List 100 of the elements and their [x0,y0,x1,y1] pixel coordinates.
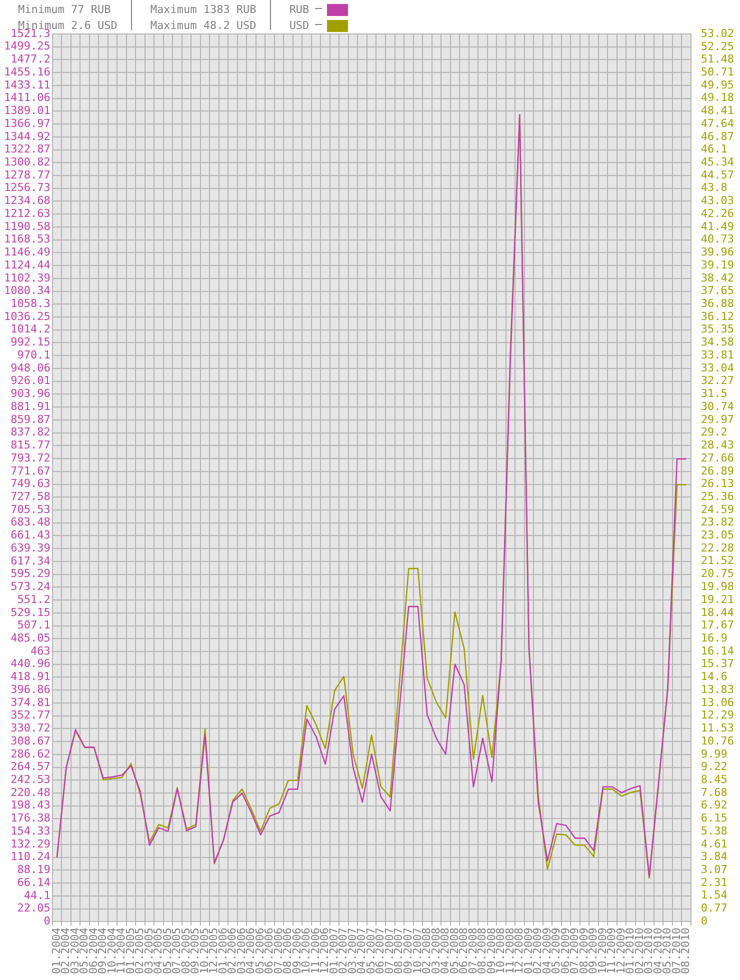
y2-tick-label: 50.71 [700,66,734,79]
y-tick-label: 1058.3 [10,297,50,310]
y-tick-label: 1455.16 [4,65,50,78]
y-tick-label: 859.87 [10,412,50,426]
y2-tick-label: 20.75 [700,567,734,580]
x-tick-label: 09.2007 [402,928,414,974]
y-tick-label: 88.19 [17,863,50,876]
y-tick-label: 463 [30,644,50,658]
y2-tick-label: 12.29 [700,708,734,722]
y2-tick-label: 52.25 [700,40,734,53]
y2-tick-label: 23.82 [700,516,734,529]
y-tick-label: 815.77 [10,438,50,452]
y-tick-label: 1389.01 [4,104,50,118]
y2-tick-label: 5.38 [700,824,728,838]
y2-tick-label: 26.89 [700,464,734,478]
y2-tick-label: 32.27 [700,374,734,388]
y2-tick-label: 31.5 [700,387,728,400]
y2-tick-label: 45.34 [700,155,734,168]
y-tick-label: 661.43 [10,528,50,542]
y2-tick-label: 28.43 [700,438,734,452]
y-tick-label: 617.34 [10,554,51,568]
y-tick-label: 705.53 [10,502,50,516]
y2-tick-label: 33.04 [700,361,734,374]
y-tick-label: 22.05 [17,902,50,915]
y-tick-label: 110.24 [10,850,51,864]
y2-tick-label: 53.02 [700,26,734,40]
y2-tick-label: 46.87 [700,130,734,143]
y2-tick-label: 17.67 [700,618,734,632]
y-tick-label: 749.63 [10,477,50,490]
y-tick-label: 771.67 [10,464,50,478]
y-tick-label: 66.14 [17,876,51,889]
y2-tick-label: 24.59 [700,502,734,516]
y2-tick-label: 49.18 [700,91,734,104]
y2-tick-label: 38.42 [700,271,734,284]
y2-tick-label: 39.19 [700,258,734,272]
y2-tick-label: 7.68 [700,786,728,799]
y-tick-label: 1124.44 [4,258,51,272]
y-tick-label: 0 [44,914,50,928]
y2-tick-label: 44.57 [700,168,734,182]
legend-label: USD [289,18,328,34]
y-tick-label: 595.29 [10,567,50,580]
y-tick-label: 1344.92 [4,130,50,143]
y-tick-label: 1433.11 [4,78,50,92]
y2-tick-label: 10.76 [700,734,734,748]
y2-tick-label: 43.03 [700,194,734,208]
y2-tick-label: 21.52 [700,554,734,568]
y2-tick-label: 0 [700,914,708,928]
y-tick-label: 176.38 [10,812,50,825]
y-tick-label: 308.67 [10,734,50,748]
y2-tick-label: 23.05 [700,528,734,542]
y2-tick-label: 14.6 [700,670,728,684]
y2-tick-label: 13.06 [700,696,734,709]
y-tick-label: 1080.34 [4,284,51,298]
y-tick-label: 1256.73 [4,181,50,194]
y2-tick-label: 47.64 [700,116,734,130]
y-tick-label: 793.72 [10,451,50,464]
y2-tick-label: 30.74 [700,400,734,413]
y2-tick-label: 18.44 [700,606,734,619]
y2-tick-label: 33.81 [700,348,734,362]
y2-tick-label: 6.92 [700,798,728,812]
y-tick-label: 1411.06 [4,91,50,104]
y2-tick-label: 34.58 [700,336,734,349]
text: Maximum 1383 RUB [150,2,256,18]
y-tick-label: 881.91 [10,400,50,413]
y-tick-label: 418.91 [10,670,50,684]
y-tick-label: 132.29 [10,837,50,850]
x-tick-label: 08.2010 [679,928,692,974]
y2-tick-label: 26.13 [700,477,734,490]
y-tick-label: 507.1 [17,618,50,632]
y-tick-label: 1322.87 [4,142,50,156]
y2-tick-label: 48.41 [700,104,734,118]
y-tick-label: 837.82 [10,426,50,439]
y2-tick-label: 6.15 [700,812,728,825]
y-tick-label: 1036.25 [4,310,50,323]
y-tick-label: 1212.63 [4,206,50,220]
y2-tick-label: 2.31 [700,876,728,889]
y2-tick-label: 22.28 [700,542,734,554]
y-tick-label: 1102.39 [4,271,50,284]
y2-tick-label: 36.88 [700,297,734,310]
y2-tick-label: 13.83 [700,682,734,696]
y2-tick-label: 11.53 [700,721,734,734]
y-tick-label: 926.01 [10,374,50,388]
y2-tick-label: 25.36 [700,490,734,503]
y-tick-label: 1234.68 [4,194,50,208]
y2-tick-label: 40.73 [700,232,734,246]
y-tick-label: 639.39 [10,541,50,554]
y2-tick-label: 9.99 [700,747,728,760]
y2-tick-label: 51.48 [700,52,734,66]
y2-tick-label: 16.14 [700,644,734,658]
y-tick-label: 683.48 [10,516,50,529]
y2-tick-label: 3.07 [700,863,728,876]
y-tick-label: 1146.49 [4,246,50,259]
y-tick-label: 154.33 [10,824,50,838]
y-tick-label: 352.77 [10,708,50,722]
y-tick-label: 551.2 [17,592,50,606]
y2-tick-label: 36.12 [700,310,734,323]
y-tick-label: 485.05 [10,631,50,644]
y-tick-label: 1366.97 [4,116,50,130]
y2-tick-label: 8.45 [700,773,728,786]
y2-tick-label: 19.21 [700,592,734,606]
